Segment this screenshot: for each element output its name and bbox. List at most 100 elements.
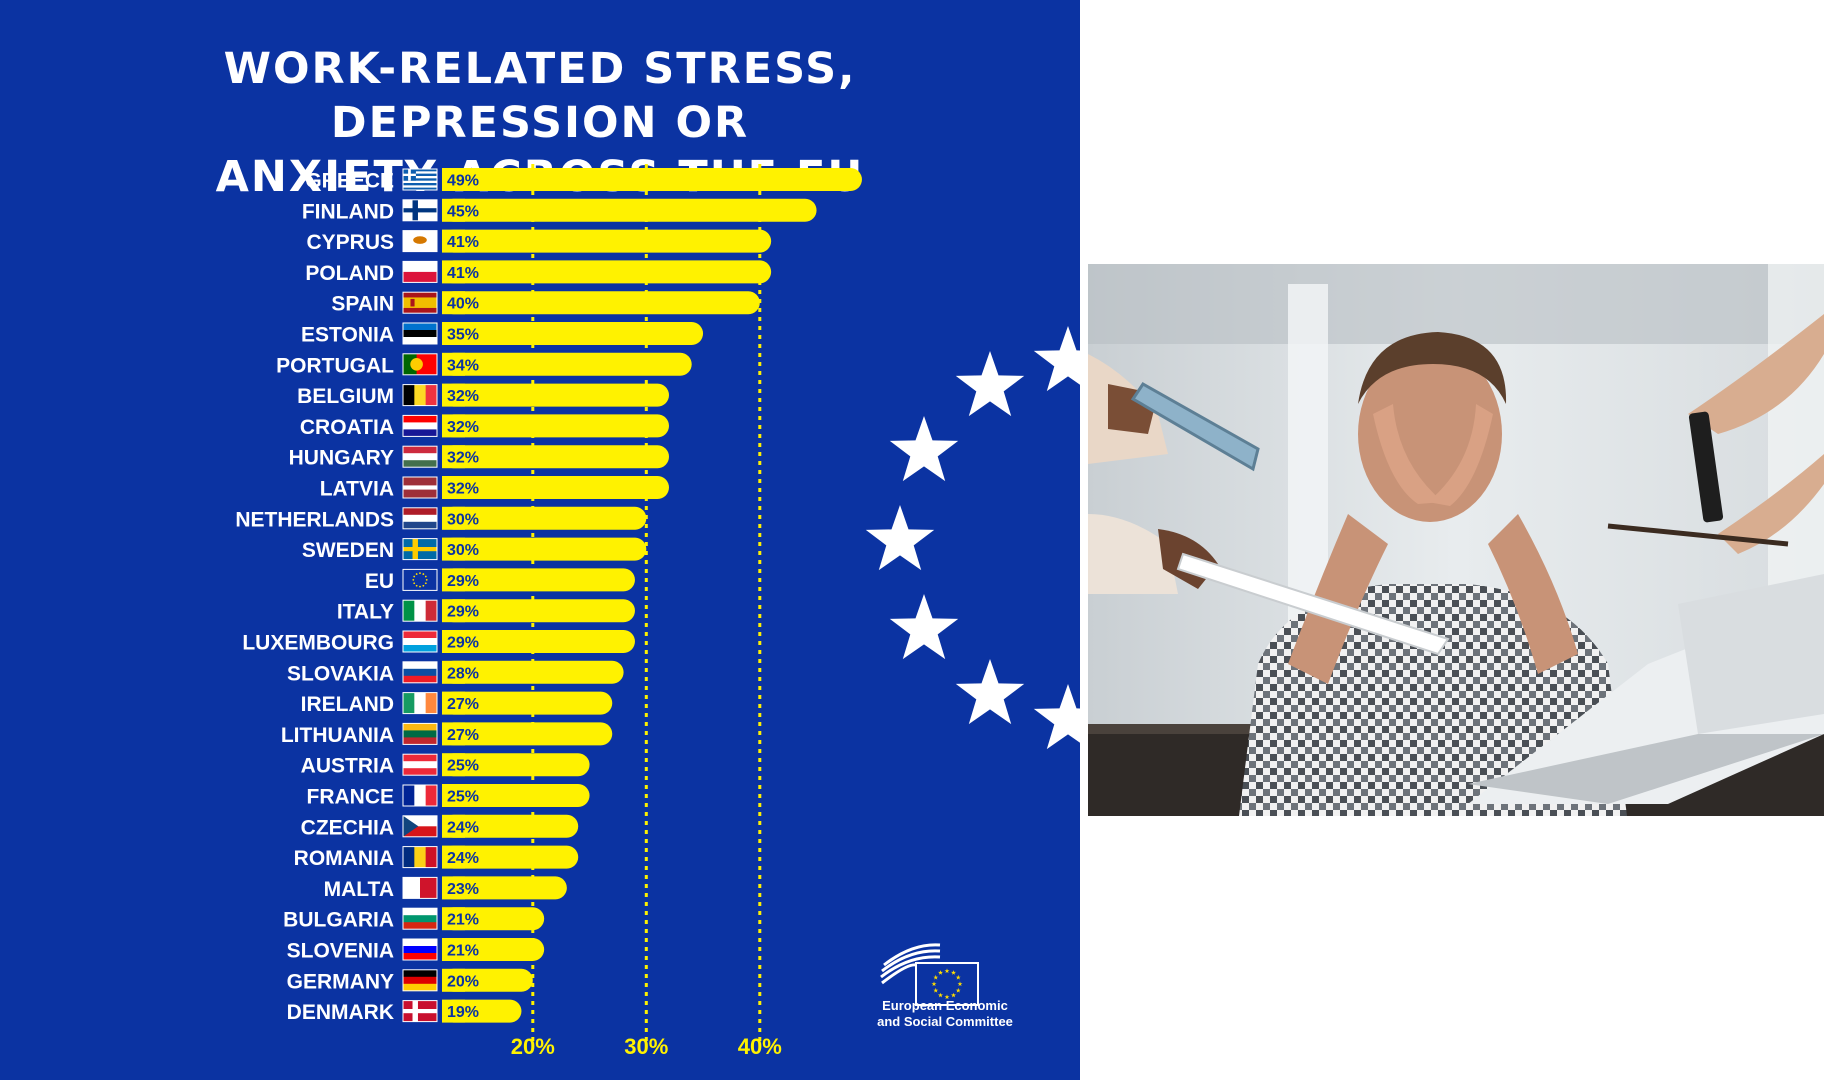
data-label: 32% <box>447 450 479 467</box>
data-label: 27% <box>447 727 479 744</box>
flag-icon <box>402 661 438 684</box>
data-label: 28% <box>447 665 479 682</box>
bar-row-czechia: CZECHIA 24% <box>301 814 579 839</box>
logo-star-icon <box>933 974 939 980</box>
category-label: BELGIUM <box>297 385 394 408</box>
bar-chart: 20% 30% 40% GREECE 49% FINLAND 45% CYPRUS 41% PO… <box>235 164 1080 1059</box>
bar <box>442 753 590 777</box>
logo-star-icon <box>931 981 937 987</box>
logo-star-icon <box>951 992 956 998</box>
flag-icon <box>402 969 438 992</box>
data-label: 25% <box>447 758 479 775</box>
category-label: SPAIN <box>331 293 394 316</box>
bar-row-cyprus: CYPRUS 41% <box>306 229 772 254</box>
bar <box>442 476 669 499</box>
star-icon <box>865 505 935 571</box>
data-label: 32% <box>447 419 479 436</box>
bar-row-finland: FINLAND 45% <box>302 198 817 223</box>
bar <box>442 722 613 746</box>
eesc-logo-text-line-2: and Social Committee <box>877 1014 1013 1029</box>
reference-label-40: 40% <box>738 1034 782 1059</box>
logo-star-icon <box>951 970 956 975</box>
flag-icon <box>402 815 438 838</box>
data-label: 21% <box>447 943 479 960</box>
data-label: 35% <box>447 327 479 344</box>
star-icon <box>889 416 959 482</box>
data-label: 24% <box>447 819 479 836</box>
bar <box>442 506 647 530</box>
bar <box>442 568 635 592</box>
logo-star-icon <box>938 992 943 998</box>
bar <box>442 691 613 715</box>
reference-label-20: 20% <box>511 1034 555 1059</box>
data-label: 24% <box>447 850 479 867</box>
bar-row-poland: POLAND 41% <box>305 260 772 285</box>
bar-row-austria: AUSTRIA 25% <box>301 753 590 778</box>
data-label: 29% <box>447 573 479 590</box>
bar <box>442 168 862 191</box>
flag-icon <box>402 722 438 745</box>
logo-star-icon <box>957 981 963 987</box>
bar <box>442 660 624 684</box>
bar-row-latvia: LATVIA 32% <box>320 476 669 501</box>
data-label: 27% <box>447 696 479 713</box>
category-label: CZECHIA <box>301 816 394 839</box>
category-label: CROATIA <box>300 416 394 439</box>
data-label: 19% <box>447 1004 479 1021</box>
flag-icon <box>402 445 438 468</box>
bar-row-slovakia: SLOVAKIA 28% <box>287 660 624 685</box>
data-label: 30% <box>447 511 479 528</box>
flag-icon <box>402 1000 438 1023</box>
bar-row-italy: ITALY 29% <box>337 599 635 624</box>
flag-icon <box>402 692 438 715</box>
flag-icon <box>402 291 438 314</box>
bar-row-germany: GERMANY 20% <box>287 968 533 993</box>
bar-row-luxembourg: LUXEMBOURG 29% <box>242 630 635 655</box>
bar-row-croatia: CROATIA 32% <box>300 414 669 439</box>
eesc-logo-text-line-1: European Economic <box>882 998 1008 1013</box>
category-label: LATVIA <box>320 478 394 501</box>
flag-icon <box>402 846 438 869</box>
eu-stress-infographic: WORK-RELATED STRESS, DEPRESSION OR ANXIE… <box>0 0 1080 1080</box>
bar-row-hungary: HUNGARY 32% <box>289 445 669 470</box>
bar-row-lithuania: LITHUANIA 27% <box>281 722 613 747</box>
reference-label-30: 30% <box>624 1034 668 1059</box>
logo-star-icon <box>938 970 943 975</box>
category-label: ESTONIA <box>301 324 394 347</box>
star-icon <box>955 659 1025 725</box>
bar-row-ireland: IRELAND 27% <box>301 691 613 716</box>
stressed-man-photo <box>1088 264 1824 816</box>
bar <box>442 537 647 561</box>
bar <box>442 291 760 315</box>
data-label: 20% <box>447 973 479 990</box>
flag-icon <box>402 168 438 191</box>
bar-row-romania: ROMANIA 24% <box>294 845 579 870</box>
flag-icon <box>402 414 438 437</box>
flag-icon <box>402 353 438 376</box>
bar <box>442 599 635 623</box>
flag-icon <box>402 199 438 222</box>
flag-icon <box>402 476 438 499</box>
bar-row-denmark: DENMARK 19% <box>287 999 522 1024</box>
category-label: CYPRUS <box>306 231 394 254</box>
flag-icon <box>402 784 438 807</box>
data-label: 25% <box>447 789 479 806</box>
flag-icon <box>402 630 438 653</box>
bar-row-netherlands: NETHERLANDS 30% <box>235 506 647 531</box>
bar <box>442 414 669 438</box>
data-label: 23% <box>447 881 479 898</box>
category-label: GREECE <box>305 170 394 193</box>
bar <box>442 814 579 838</box>
category-label: LITHUANIA <box>281 724 394 747</box>
flag-icon <box>402 230 438 253</box>
bar-row-belgium: BELGIUM 32% <box>297 383 669 408</box>
stressed-man-illustration <box>1088 264 1824 816</box>
bar-row-portugal: PORTUGAL 34% <box>276 352 692 377</box>
data-label: 49% <box>447 173 479 190</box>
bar-row-france: FRANCE 25% <box>307 784 590 809</box>
bar-row-eu: EU 29% <box>365 568 635 593</box>
bar <box>442 198 817 222</box>
data-label: 32% <box>447 388 479 405</box>
logo-star-icon <box>933 987 939 993</box>
category-label: IRELAND <box>301 693 394 716</box>
